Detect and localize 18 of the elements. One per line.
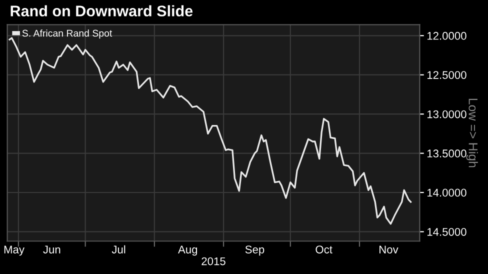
y-tick-label: 14.5000 — [427, 228, 466, 236]
chart-title: Rand on Downward Slide — [10, 5, 193, 16]
y-axis-title: Low => High — [466, 98, 478, 168]
x-tick-label: Aug — [178, 246, 198, 256]
x-tick-label: Nov — [380, 246, 398, 254]
line-series — [8, 37, 412, 225]
x-tick-label: Jun — [43, 246, 60, 254]
x-tick-label: Jul — [112, 245, 126, 254]
y-tick-label: 14.0000 — [427, 188, 466, 197]
y-tick-label: 13.0000 — [427, 110, 466, 118]
legend-label: S. African Rand Spot — [22, 30, 112, 39]
y-tick-label: 13.5000 — [427, 150, 466, 158]
x-tick-label: May — [4, 246, 24, 256]
x-tick-label: Oct — [316, 246, 332, 254]
y-tick-label: 12.5000 — [427, 71, 466, 79]
x-axis-title: 2015 — [202, 257, 226, 266]
x-tick-label: Sep — [245, 246, 264, 256]
y-tick-label: 12.0000 — [427, 32, 466, 40]
